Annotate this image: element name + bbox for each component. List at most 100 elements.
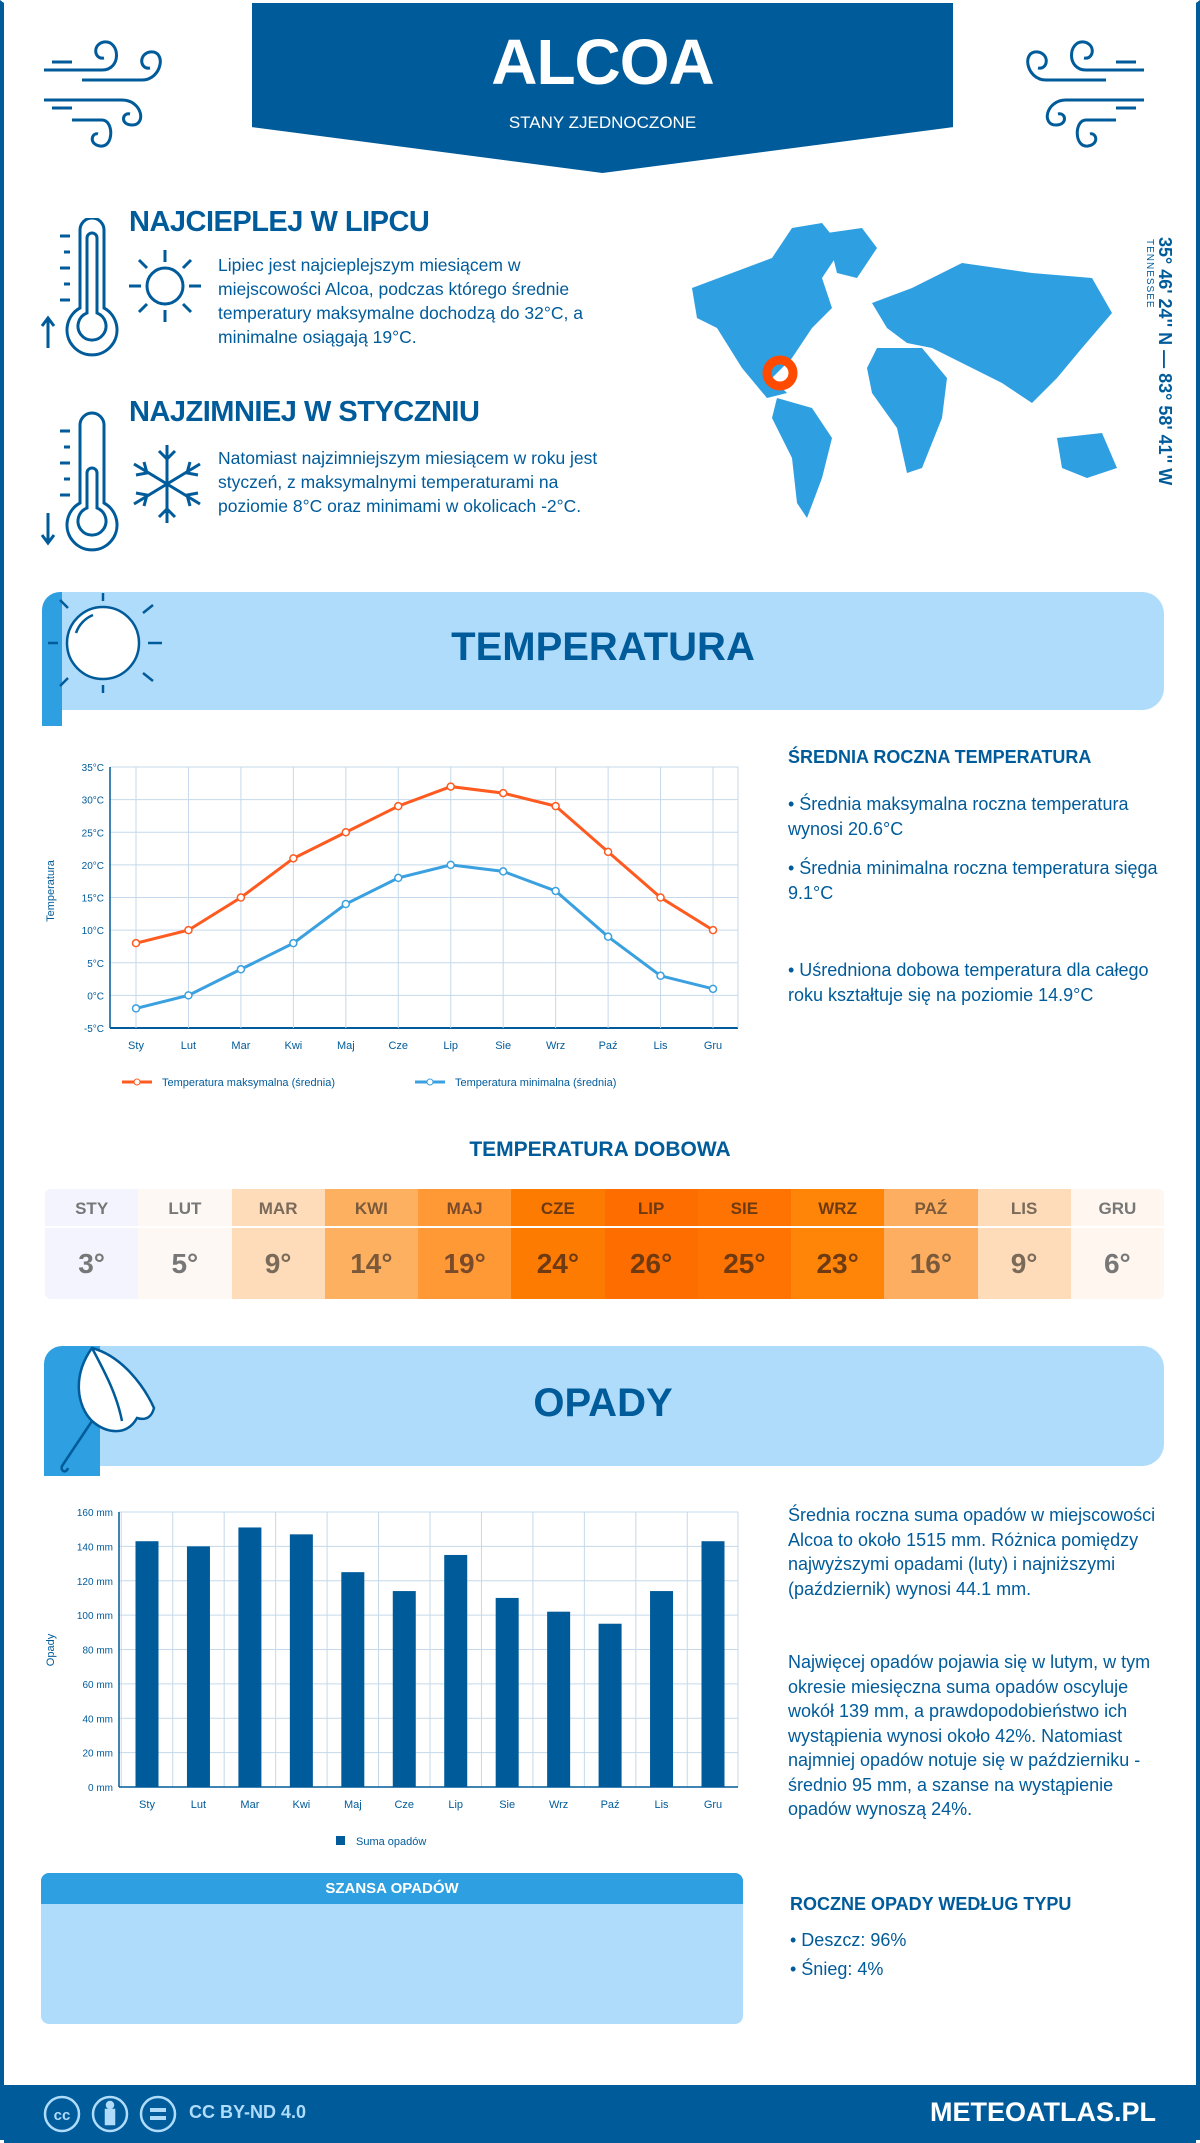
bar <box>238 1527 262 1787</box>
y-tick-label: 30°C <box>82 796 104 807</box>
temperature-bullet: • Średnia minimalna roczna temperatura s… <box>788 858 1158 903</box>
data-point <box>551 886 560 896</box>
region-label: TENNESSEE <box>1144 239 1155 309</box>
daily-temperature-value: 14° <box>350 1247 393 1279</box>
daily-temperature-cell: LUT 5° <box>138 1189 232 1299</box>
daily-temperature-cell: LIP 26° <box>604 1189 698 1299</box>
data-point <box>131 938 141 948</box>
precipitation-chance-panel: SZANSA OPADÓW <box>41 1873 743 2024</box>
y-tick-label: 60 mm <box>82 1680 113 1691</box>
y-tick-label: 140 mm <box>77 1542 113 1553</box>
site-link[interactable]: METEOATLAS.PL <box>930 2097 1156 2127</box>
bar <box>650 1591 674 1787</box>
precipitation-type-rain: • Deszcz: 96% <box>790 1930 907 1950</box>
footer <box>4 2085 1196 2143</box>
month-label: LIS <box>977 1189 1071 1228</box>
wind-icon <box>44 40 162 148</box>
x-tick-label: Lip <box>448 1799 463 1811</box>
data-point <box>446 860 455 870</box>
data-point <box>289 854 298 863</box>
data-point <box>341 899 351 909</box>
temperature-summary-title: ŚREDNIA ROCZNA TEMPERATURA <box>788 747 1092 767</box>
x-tick-label: Lis <box>655 1799 670 1811</box>
daily-temperature-cell: MAR 9° <box>231 1189 325 1299</box>
series-line <box>135 863 714 1010</box>
daily-temperature-value: 9° <box>1010 1247 1038 1279</box>
x-tick-label: Sie <box>499 1799 515 1811</box>
month-label: STY <box>45 1189 139 1228</box>
legend-label: Suma opadów <box>356 1836 426 1848</box>
daily-temperature-cell: WRZ 23° <box>791 1189 885 1299</box>
cc-icon: cc <box>54 2107 71 2124</box>
temperature-bullet: • Uśredniona dobowa temperatura dla całe… <box>788 960 1149 1005</box>
data-point <box>656 971 665 981</box>
cc-license-icons: cc <box>43 2095 177 2133</box>
series-line <box>135 785 714 945</box>
daily-temperature-value: 23° <box>816 1247 859 1279</box>
bar <box>495 1597 519 1787</box>
y-tick-label: 0°C <box>87 991 104 1002</box>
legend-swatch <box>336 1836 345 1845</box>
warmest-text: Lipiec jest najcieplejszym miesiącem w m… <box>218 255 583 347</box>
y-tick-label: 20°C <box>82 861 104 872</box>
y-tick-label: 15°C <box>82 894 104 905</box>
precipitation-chance-title: SZANSA OPADÓW <box>41 1873 743 1904</box>
x-tick-label: Cze <box>394 1799 414 1811</box>
data-point <box>394 873 403 883</box>
daily-temperature-value: 3° <box>78 1247 106 1279</box>
x-tick-label: Cze <box>388 1040 408 1052</box>
precipitation-text: Średnia roczna suma opadów w miejscowośc… <box>788 1505 1156 1599</box>
y-tick-label: 120 mm <box>77 1577 113 1588</box>
data-point <box>551 801 560 811</box>
y-tick-label: 40 mm <box>82 1714 113 1725</box>
y-tick-label: 80 mm <box>82 1646 113 1657</box>
x-tick-label: Mar <box>240 1799 259 1811</box>
warmest-title: NAJCIEPLEJ W LIPCU <box>129 206 430 238</box>
data-point <box>603 847 613 857</box>
location-marker <box>762 355 798 391</box>
y-tick-label: 5°C <box>87 959 104 970</box>
month-label: GRU <box>1070 1189 1164 1228</box>
y-tick-label: 20 mm <box>82 1749 113 1760</box>
temperature-banner <box>62 592 1164 710</box>
bar <box>392 1591 416 1787</box>
city-title: ALCOA <box>491 26 715 98</box>
y-tick-label: 10°C <box>82 926 104 937</box>
charts-layer: -5°C 0°C 5°C 10°C 15°C 20°C 25°C 30°C 35°C Sty Lut… <box>44 763 739 2015</box>
world-map <box>692 223 1117 518</box>
x-tick-label: Lut <box>181 1040 196 1052</box>
y-tick-label: 35°C <box>82 763 104 774</box>
month-label: CZE <box>511 1189 605 1228</box>
data-point <box>131 1004 141 1013</box>
country-subtitle: STANY ZJEDNOCZONE <box>508 113 697 132</box>
daily-temperature-cell: LIS 9° <box>977 1189 1071 1299</box>
x-tick-label: Lut <box>191 1799 206 1811</box>
daily-temperature-cell: CZE 24° <box>511 1189 605 1299</box>
temperature-bullet: • Średnia maksymalna roczna temperatura … <box>788 794 1129 839</box>
daily-temperature-value: 24° <box>536 1247 580 1279</box>
license-label: CC BY-ND 4.0 <box>189 2102 307 2122</box>
coldest-text: Natomiast najzimniejszym miesiącem w rok… <box>218 448 598 516</box>
daily-temperature-value: 19° <box>443 1247 486 1279</box>
bar <box>289 1534 313 1787</box>
daily-temperature-value: 16° <box>909 1247 953 1279</box>
bar <box>547 1611 571 1787</box>
x-tick-label: Paź <box>601 1799 620 1811</box>
umbrella-icon <box>60 1346 156 1473</box>
legend-marker <box>133 1078 141 1086</box>
x-tick-label: Maj <box>337 1040 355 1052</box>
x-tick-label: Lis <box>654 1040 669 1052</box>
daily-temperature-value: 25° <box>723 1247 766 1279</box>
month-label: MAJ <box>418 1189 512 1228</box>
sun-icon <box>129 250 201 322</box>
daily-temperature-title: TEMPERATURA DOBOWA <box>469 1138 731 1161</box>
data-point <box>708 984 718 994</box>
x-tick-label: Sie <box>495 1040 511 1052</box>
data-point <box>708 925 718 935</box>
month-label: WRZ <box>791 1189 885 1228</box>
coordinates-label: 35° 46' 24'' N — 83° 58' 41'' W <box>1155 237 1175 486</box>
precipitation-type-title: ROCZNE OPADY WEDŁUG TYPU <box>790 1894 1072 1914</box>
snowflake-icon <box>133 445 201 523</box>
daily-temperature-cell: GRU 6° <box>1070 1189 1164 1299</box>
x-tick-label: Sty <box>128 1040 144 1052</box>
